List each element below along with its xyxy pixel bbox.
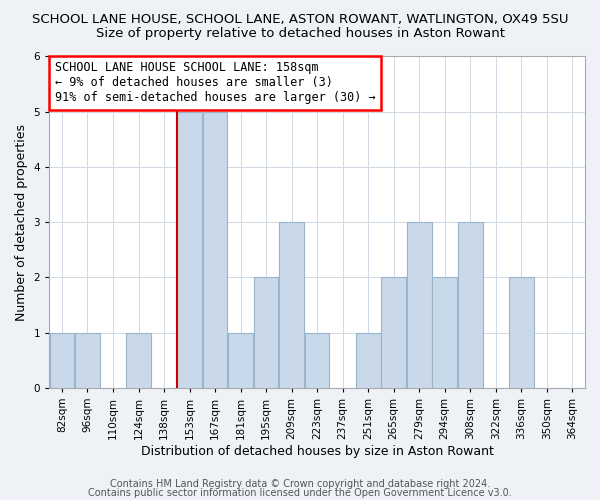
Bar bbox=[279, 222, 304, 388]
Bar bbox=[228, 332, 253, 388]
Text: SCHOOL LANE HOUSE SCHOOL LANE: 158sqm
← 9% of detached houses are smaller (3)
91: SCHOOL LANE HOUSE SCHOOL LANE: 158sqm ← … bbox=[55, 62, 375, 104]
Bar bbox=[381, 278, 406, 388]
Text: SCHOOL LANE HOUSE, SCHOOL LANE, ASTON ROWANT, WATLINGTON, OX49 5SU: SCHOOL LANE HOUSE, SCHOOL LANE, ASTON RO… bbox=[32, 12, 568, 26]
Bar bbox=[203, 112, 227, 388]
Text: Size of property relative to detached houses in Aston Rowant: Size of property relative to detached ho… bbox=[95, 28, 505, 40]
Bar bbox=[75, 332, 100, 388]
Bar bbox=[458, 222, 482, 388]
X-axis label: Distribution of detached houses by size in Aston Rowant: Distribution of detached houses by size … bbox=[140, 444, 494, 458]
Bar bbox=[356, 332, 380, 388]
Bar bbox=[407, 222, 431, 388]
Y-axis label: Number of detached properties: Number of detached properties bbox=[15, 124, 28, 320]
Bar bbox=[305, 332, 329, 388]
Bar bbox=[432, 278, 457, 388]
Bar bbox=[509, 278, 533, 388]
Bar bbox=[254, 278, 278, 388]
Bar bbox=[177, 112, 202, 388]
Bar bbox=[126, 332, 151, 388]
Bar bbox=[50, 332, 74, 388]
Text: Contains public sector information licensed under the Open Government Licence v3: Contains public sector information licen… bbox=[88, 488, 512, 498]
Text: Contains HM Land Registry data © Crown copyright and database right 2024.: Contains HM Land Registry data © Crown c… bbox=[110, 479, 490, 489]
